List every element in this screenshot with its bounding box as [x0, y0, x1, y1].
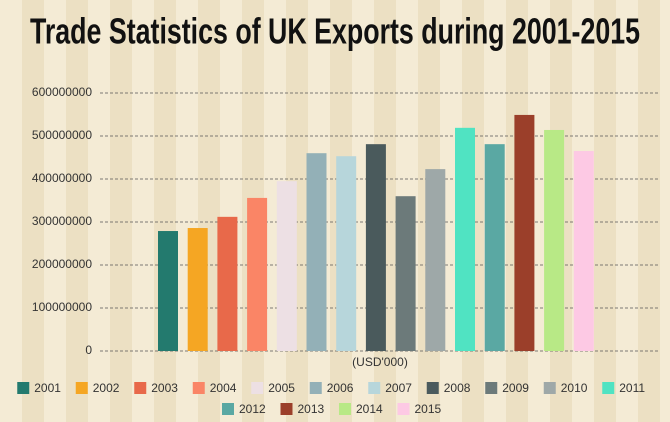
legend-swatch: [339, 403, 351, 415]
legend-label: 2001: [34, 381, 61, 395]
x-axis-label: (USD'000): [352, 355, 408, 369]
bar: [306, 153, 327, 351]
legend-label: 2012: [239, 402, 266, 416]
legend-swatch: [368, 382, 381, 394]
bar: [425, 169, 446, 351]
legend-swatch: [397, 403, 410, 415]
legend-swatch: [251, 382, 264, 394]
y-tick-label: 500000000: [32, 128, 92, 142]
legend-label: 2009: [502, 381, 529, 395]
legend-swatch: [485, 382, 498, 394]
bar: [395, 196, 416, 351]
legend-label: 2005: [268, 381, 295, 395]
bar: [484, 144, 505, 351]
legend-swatch: [134, 382, 147, 394]
y-tick-label: 400000000: [32, 171, 92, 185]
legend-label: 2011: [619, 381, 645, 395]
bar: [158, 231, 178, 351]
y-tick-label: 0: [85, 343, 92, 357]
y-tick-label: 100000000: [32, 300, 92, 314]
y-tick-label: 600000000: [32, 85, 92, 99]
legend-label: 2007: [385, 381, 412, 395]
legend-label: 2013: [298, 402, 325, 416]
bar: [544, 129, 565, 351]
legend-label: 2010: [561, 381, 588, 395]
legend-swatch: [75, 382, 88, 394]
bar: [276, 181, 297, 351]
legend-label: 2006: [327, 381, 354, 395]
legend-swatch: [309, 382, 322, 394]
bar: [573, 151, 594, 351]
bar: [247, 197, 268, 351]
y-tick-label: 200000000: [32, 257, 92, 271]
legend-label: 2002: [93, 381, 120, 395]
legend-label: 2014: [356, 402, 383, 416]
legend-swatch: [280, 403, 293, 415]
legend-swatch: [17, 382, 30, 394]
legend-swatch: [222, 403, 234, 415]
bar: [187, 228, 208, 351]
legend-label: 2015: [415, 402, 442, 416]
legend-label: 2008: [444, 381, 471, 395]
bar: [217, 216, 238, 351]
legend-swatch: [192, 382, 205, 394]
bar: [455, 127, 475, 351]
legend-swatch: [602, 382, 615, 394]
legend-label: 2003: [151, 381, 178, 395]
legend-swatch: [543, 382, 556, 394]
legend-swatch: [426, 382, 439, 394]
legend-label: 2004: [210, 381, 237, 395]
chart-title: Trade Statistics of UK Exports during 20…: [30, 11, 640, 52]
bar: [365, 144, 386, 351]
bar: [514, 114, 535, 352]
bar: [336, 156, 357, 351]
y-tick-label: 300000000: [32, 214, 92, 228]
